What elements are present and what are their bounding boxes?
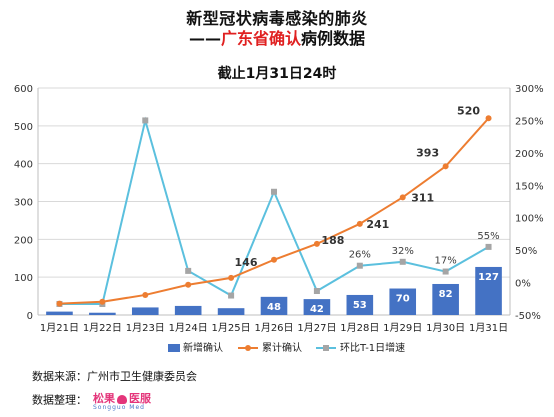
cumulative-marker xyxy=(313,240,320,247)
x-tick-label: 1月27日 xyxy=(297,322,336,334)
cumulative-data-label: 146 xyxy=(235,256,258,269)
growth-marker xyxy=(442,268,449,275)
y-right-tick-label: 250% xyxy=(515,116,544,127)
title-red-part: 广东省确认 xyxy=(220,29,301,48)
bar-data-label: 82 xyxy=(439,289,453,300)
x-tick-label: 1月23日 xyxy=(126,322,165,334)
growth-data-label: 32% xyxy=(392,246,414,257)
source-value: 广州市卫生健康委员会 xyxy=(87,370,197,383)
legend-swatch-bar xyxy=(168,344,180,352)
growth-marker xyxy=(399,258,406,265)
y-right-tick-label: 200% xyxy=(515,149,544,160)
cumulative-marker xyxy=(356,220,363,227)
x-tick-label: 1月25日 xyxy=(212,322,251,334)
cumulative-data-label: 393 xyxy=(416,146,439,159)
cumulative-data-label: 520 xyxy=(457,104,480,117)
bar xyxy=(303,299,331,315)
cumulative-marker xyxy=(228,274,235,281)
bar xyxy=(131,307,159,315)
growth-marker xyxy=(356,262,363,269)
y-right-tick-label: 150% xyxy=(515,181,544,192)
y-right-tick-label: 300% xyxy=(515,84,544,95)
logo-mark-icon xyxy=(117,394,127,404)
growth-data-label: 55% xyxy=(477,231,499,242)
logo-text-right: 医服 xyxy=(129,392,151,405)
title-dash: —— xyxy=(188,29,221,48)
growth-marker xyxy=(485,243,492,250)
bar xyxy=(46,311,73,315)
x-tick-label: 1月29日 xyxy=(383,322,422,334)
legend-label-bar: 新增确认 xyxy=(183,341,223,354)
compiler-label: 数据整理： xyxy=(32,393,87,407)
cumulative-marker xyxy=(442,163,449,170)
bar xyxy=(174,305,202,315)
cumulative-data-label: 241 xyxy=(366,218,389,231)
bar-data-label: 127 xyxy=(478,272,499,283)
bar xyxy=(432,283,459,315)
x-tick-label: 1月22日 xyxy=(83,322,122,334)
y-right-tick-label: 100% xyxy=(515,214,544,225)
y-left-tick-label: 200 xyxy=(14,235,33,246)
y-left-tick-label: 0 xyxy=(27,311,33,322)
source-label: 数据来源： xyxy=(32,370,87,383)
cumulative-marker xyxy=(99,298,106,305)
y-left-tick-label: 500 xyxy=(14,122,33,133)
growth-marker xyxy=(271,188,277,195)
bar xyxy=(346,294,374,315)
logo-sub: Songguo Med xyxy=(93,404,145,411)
bar-data-label: 53 xyxy=(353,300,367,311)
legend-label-growth: 环比T-1日增速 xyxy=(340,341,405,354)
legend-marker-growth xyxy=(323,345,329,351)
y-right-tick-label: 50% xyxy=(515,246,537,257)
cumulative-marker xyxy=(399,194,406,201)
cumulative-data-label: 311 xyxy=(411,191,434,204)
cumulative-marker xyxy=(56,300,63,307)
cumulative-data-label: 188 xyxy=(321,234,344,247)
cumulative-marker xyxy=(271,256,277,263)
title-line2: ——广东省确认病例数据 xyxy=(0,25,554,49)
x-tick-label: 1月30日 xyxy=(426,322,465,334)
bar-data-label: 48 xyxy=(267,302,281,313)
bar-data-label: 42 xyxy=(310,304,324,315)
legend-marker-cumulative xyxy=(245,345,251,351)
subtitle: 截止1月31日24时 xyxy=(217,66,337,82)
cumulative-marker xyxy=(485,115,492,122)
bar xyxy=(260,296,288,315)
songguo-logo: 松果 医服 Songguo Med xyxy=(93,390,151,411)
y-right-tick-label: 0% xyxy=(515,279,531,290)
bar xyxy=(217,308,245,315)
y-left-tick-label: 600 xyxy=(14,84,33,95)
title-suffix: 病例数据 xyxy=(301,29,366,48)
x-tick-label: 1月24日 xyxy=(169,322,208,334)
bar-data-label: 70 xyxy=(396,294,410,305)
growth-data-label: 17% xyxy=(435,256,457,267)
bar xyxy=(389,288,417,315)
growth-marker xyxy=(313,288,320,295)
x-tick-label: 1月26日 xyxy=(254,322,293,334)
cumulative-marker xyxy=(185,281,192,288)
x-tick-label: 1月31日 xyxy=(469,322,508,334)
y-left-tick-label: 300 xyxy=(14,198,33,209)
combo-chart: 0 100 200 300 400 500 600 -50% 0% 50% 100% 150% 200%… xyxy=(14,84,544,354)
data-compiler: 数据整理： 松果 医服 Songguo Med xyxy=(32,390,151,411)
y-left-tick-label: 400 xyxy=(14,160,33,171)
y-left-tick-label: 100 xyxy=(14,273,33,284)
x-tick-label: 1月21日 xyxy=(40,322,79,334)
data-source: 数据来源：广州市卫生健康委员会 xyxy=(32,368,197,384)
bar xyxy=(475,266,502,315)
title-line1: 新型冠状病毒感染的肺炎 xyxy=(186,9,368,28)
x-tick-label: 1月28日 xyxy=(340,322,379,334)
legend-label-cumulative: 累计确认 xyxy=(262,341,302,354)
logo-text-left: 松果 xyxy=(93,392,115,405)
growth-marker xyxy=(185,267,192,274)
bar xyxy=(89,312,116,315)
cumulative-marker xyxy=(142,291,149,298)
growth-marker xyxy=(228,292,235,299)
growth-data-label: 26% xyxy=(349,250,371,261)
y-right-tick-label: -50% xyxy=(515,311,541,322)
growth-marker xyxy=(142,117,149,124)
